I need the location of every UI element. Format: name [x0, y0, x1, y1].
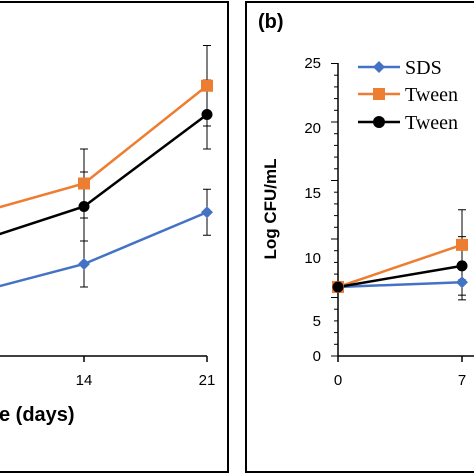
panel-b-y-tick-label-5: 5 — [313, 313, 321, 330]
panel-b-series-2-tween-point-1 — [456, 260, 468, 272]
panel-b-series-1-tween-point-1 — [456, 238, 468, 251]
legend-marker-tween-black — [373, 116, 385, 128]
panel-a-series-2-tween-point-1 — [78, 201, 90, 212]
panel-a-x-axis-label: e (days) — [0, 404, 75, 426]
panel-a-series-0-sds-point-1 — [78, 258, 90, 270]
panel-b: (b) 0 5 10 15 20 25 0 7 Log CFU/mL SDS T… — [245, 1, 474, 473]
legend-marker-sds — [373, 61, 385, 73]
legend-marker-tween-orange — [373, 88, 385, 100]
panel-b-y-tick-label-20: 20 — [304, 120, 321, 137]
panel-b-legend: SDS Tween Tween — [358, 57, 458, 134]
panel-b-series-1-tween-line — [337, 243, 463, 289]
panel-a-series-0-sds-point-2 — [201, 206, 213, 219]
panel-a-series-1-tween-point-2 — [201, 79, 213, 92]
legend-label-tween-black: Tween — [405, 112, 458, 134]
panel-b-series-0-sds-point-1 — [456, 276, 468, 289]
panel-b-y-tick-label-0: 0 — [313, 348, 321, 365]
panel-a-frame — [0, 1, 229, 473]
panel-b-label: (b) — [258, 11, 284, 33]
panel-a-x-tick-label-14: 14 — [76, 372, 93, 389]
panel-b-series-2-tween-point-0 — [332, 281, 344, 293]
panel-b-x-tick-label-7: 7 — [458, 372, 466, 389]
panel-a-series-1-tween-point-1 — [78, 177, 90, 190]
panel-a: 14 21 e (days) — [0, 1, 229, 473]
panel-b-y-tick-label-15: 15 — [304, 185, 321, 202]
panel-b-frame — [245, 1, 474, 473]
panel-b-series-0-sds-line — [337, 281, 463, 289]
panel-b-y-tick-label-10: 10 — [304, 250, 321, 267]
panel-a-x-tick-label-21: 21 — [199, 372, 216, 389]
panel-b-y-axis-label: Log CFU/mL — [261, 158, 280, 259]
panel-b-series-2-tween-line — [337, 264, 463, 289]
legend-label-tween-orange: Tween — [405, 84, 458, 106]
legend-label-sds: SDS — [405, 57, 442, 79]
panel-a-series-2-tween-point-2 — [201, 109, 213, 120]
panel-b-x-tick-label-0: 0 — [334, 372, 342, 389]
panel-b-y-tick-label-25: 25 — [304, 55, 321, 72]
